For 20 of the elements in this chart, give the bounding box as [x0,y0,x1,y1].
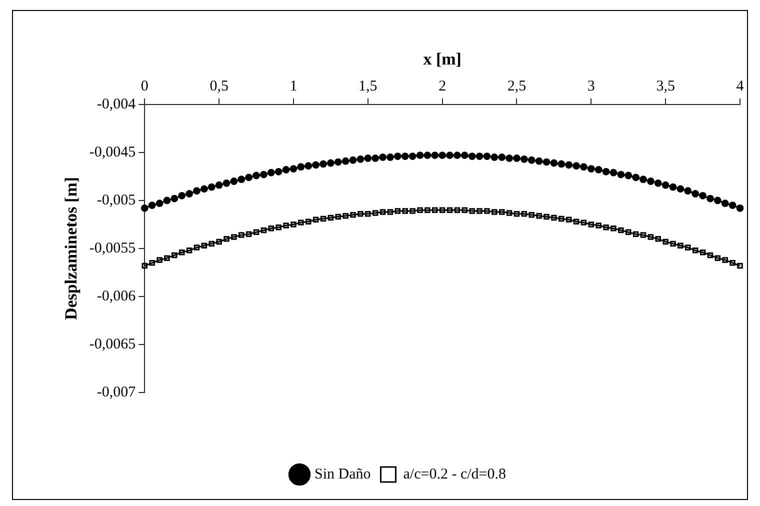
x-tick-label: 2 [438,78,446,94]
y-tick-label: -0,006 [96,288,136,304]
y-axis-title: Desplzaminetos [m] [62,176,81,320]
y-tick-label: -0,0055 [89,240,136,256]
x-tick-label: 3,5 [656,78,675,94]
x-tick-label: 0 [140,78,148,94]
x-tick-label: 4 [736,78,744,94]
y-tick-label: -0,007 [96,384,136,401]
y-tick-label: -0,004 [96,96,136,112]
y-tick-label: -0,005 [96,192,136,208]
x-axis-title: x [m] [423,50,462,69]
x-tick-label: 3 [587,78,595,94]
x-tick-label: 2,5 [507,78,526,94]
y-tick-label: -0,0045 [89,144,136,160]
y-tick-label: -0,0065 [89,336,136,353]
legend-label: Sin Daño [314,466,371,482]
x-tick-label: 1 [290,78,298,94]
legend-label: a/c=0.2 - c/d=0.8 [403,466,506,482]
x-tick-label: 0,5 [210,78,228,94]
x-tick-label: 1,5 [358,78,378,94]
